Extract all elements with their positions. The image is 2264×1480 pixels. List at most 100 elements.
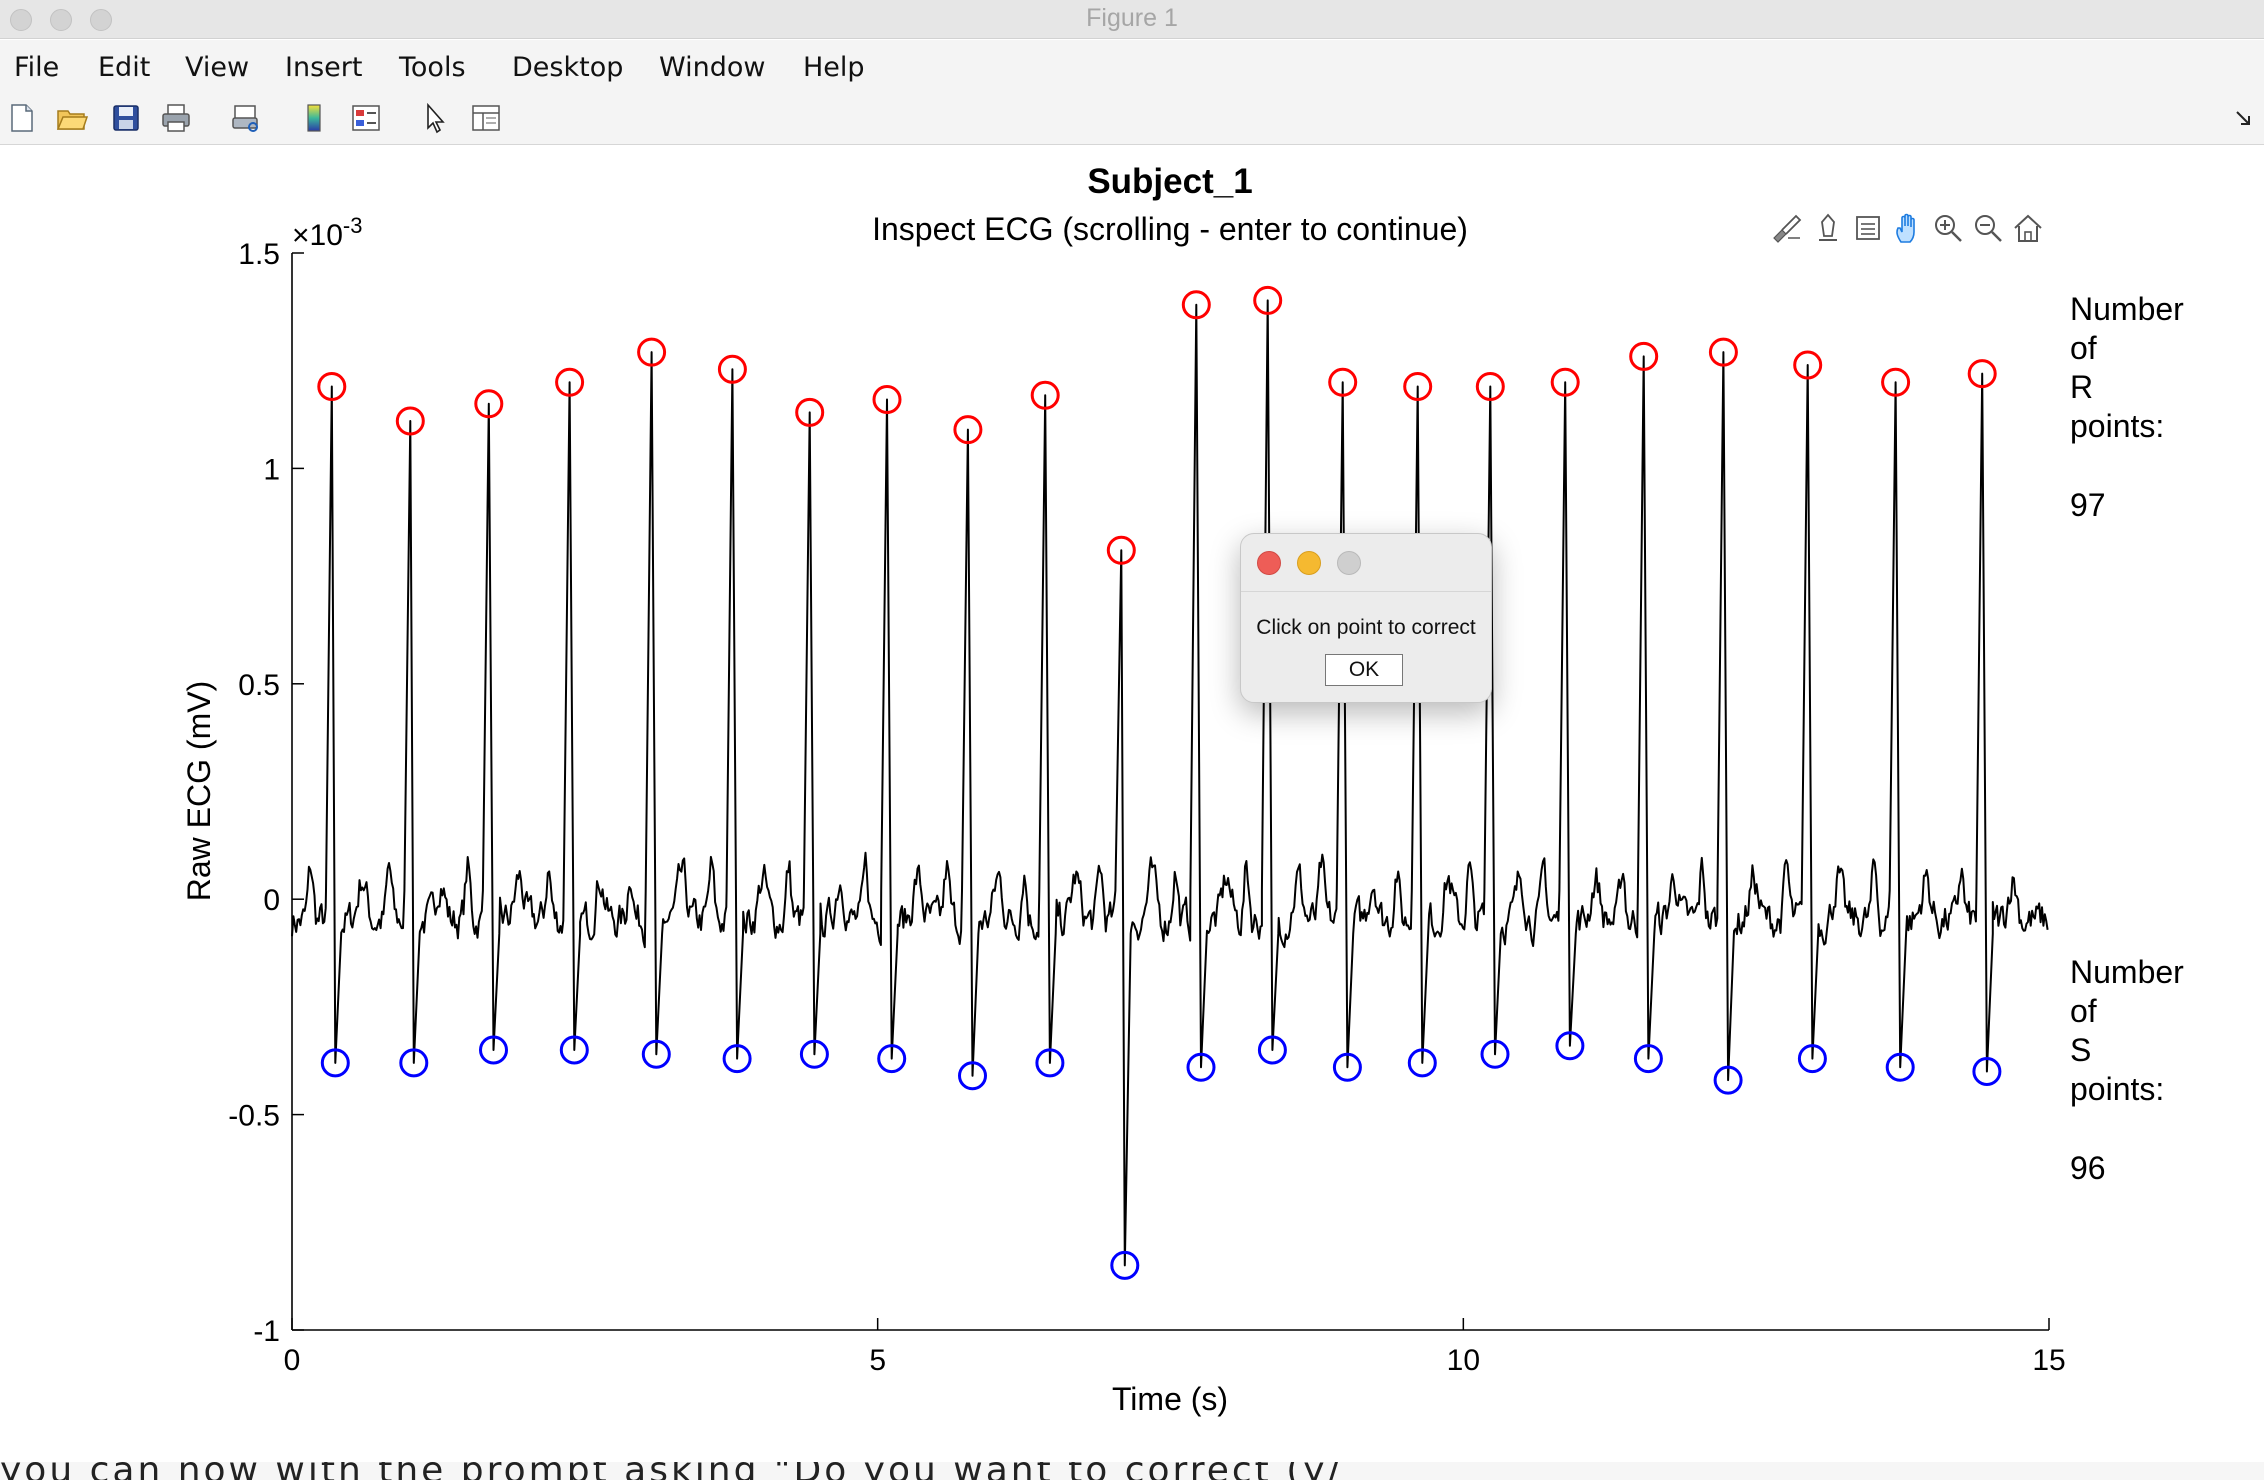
s-point-marker[interactable] <box>320 1048 350 1078</box>
dialog-message: Click on point to correct <box>1256 616 1476 639</box>
s-point-marker[interactable] <box>1110 1250 1140 1280</box>
s-point-marker[interactable] <box>399 1048 429 1078</box>
print-icon[interactable] <box>160 102 192 134</box>
s-point-marker[interactable] <box>799 1039 829 1069</box>
colorbar-icon[interactable] <box>298 102 330 134</box>
ecg-trace-group <box>291 299 2049 1267</box>
s-point-marker[interactable] <box>1972 1057 2002 1086</box>
r-point-marker[interactable] <box>474 389 504 419</box>
r-point-marker[interactable] <box>317 372 347 401</box>
s-point-marker[interactable] <box>1555 1031 1585 1061</box>
r-point-marker[interactable] <box>1475 372 1505 401</box>
pointer-icon[interactable] <box>420 102 452 134</box>
s-point-marker[interactable] <box>641 1039 671 1069</box>
s-point-marker[interactable] <box>1885 1052 1915 1082</box>
s-point-marker[interactable] <box>559 1035 589 1065</box>
menu-window[interactable]: Window <box>659 52 766 83</box>
r-point-marker[interactable] <box>1328 367 1358 397</box>
save-icon[interactable] <box>110 102 142 134</box>
x-tick-label: 0 <box>284 1344 301 1377</box>
s-point-marker[interactable] <box>1480 1039 1510 1069</box>
title-bar: Figure 1 <box>0 0 2264 39</box>
pan-icon[interactable] <box>1892 212 1924 244</box>
brush-icon[interactable] <box>1770 212 1802 244</box>
r-points-count: 97 <box>2070 487 2106 523</box>
zoom-in-icon[interactable] <box>1932 212 1964 244</box>
minimize-window-icon[interactable] <box>50 9 72 31</box>
ok-button[interactable]: OK <box>1325 654 1403 686</box>
s-point-marker[interactable] <box>1257 1035 1287 1065</box>
zoom-window-icon[interactable] <box>90 9 112 31</box>
figure-toolbar <box>0 92 2264 145</box>
axes-title: Inspect ECG (scrolling - enter to contin… <box>872 211 1468 247</box>
s-point-marker[interactable] <box>722 1044 752 1074</box>
r-point-marker[interactable] <box>1881 367 1911 397</box>
s-point-marker[interactable] <box>1797 1044 1827 1074</box>
x-tick-label: 10 <box>1447 1344 1480 1377</box>
menu-view[interactable]: View <box>185 52 250 83</box>
s-point-marker[interactable] <box>1332 1052 1362 1082</box>
menu-help[interactable]: Help <box>803 52 865 83</box>
r-point-marker[interactable] <box>1967 359 1997 389</box>
s-point-marker[interactable] <box>877 1044 907 1074</box>
restore-view-icon[interactable] <box>1852 212 1884 244</box>
r-points-label: Number of R points: <box>2070 291 2184 444</box>
y-tick-label: 0.5 <box>238 669 280 702</box>
plot-area: Subject_1 Inspect ECG (scrolling - enter… <box>181 162 2066 1417</box>
s-point-marker[interactable] <box>958 1061 987 1091</box>
r-point-marker[interactable] <box>395 406 425 436</box>
dialog-close-icon[interactable] <box>1257 551 1281 575</box>
s-point-marker[interactable] <box>1035 1048 1065 1078</box>
y-exponent-label: ×10-3 <box>292 213 362 252</box>
background-document-text: you can now with the prompt asking "Do y… <box>0 1462 2264 1480</box>
ecg-trace[interactable] <box>291 299 2049 1267</box>
menu-edit[interactable]: Edit <box>98 52 151 83</box>
menu-tools[interactable]: Tools <box>399 52 466 83</box>
r-point-marker[interactable] <box>1030 380 1060 410</box>
menu-insert[interactable]: Insert <box>285 52 363 83</box>
s-point-marker[interactable] <box>479 1035 508 1065</box>
home-icon[interactable] <box>2012 212 2044 244</box>
r-point-marker[interactable] <box>1253 285 1283 315</box>
axes[interactable] <box>292 253 2049 1330</box>
open-file-icon[interactable] <box>56 102 88 134</box>
y-tick-label: 1 <box>263 453 280 486</box>
r-point-marker[interactable] <box>1181 290 1211 320</box>
x-axis-label: Time (s) <box>1112 1381 1228 1417</box>
new-figure-icon[interactable] <box>6 102 38 134</box>
r-point-marker[interactable] <box>1403 372 1433 401</box>
dock-arrow-icon[interactable] <box>2232 106 2256 130</box>
zoom-out-icon[interactable] <box>1972 212 2004 244</box>
menu-desktop[interactable]: Desktop <box>512 52 624 83</box>
s-point-marker[interactable] <box>1186 1052 1216 1082</box>
r-point-marker[interactable] <box>717 354 747 384</box>
window-title: Figure 1 <box>1086 4 1178 32</box>
r-point-marker[interactable] <box>1629 341 1659 371</box>
r-point-marker[interactable] <box>1106 535 1136 565</box>
close-window-icon[interactable] <box>10 9 32 31</box>
property-inspector-icon[interactable] <box>470 102 502 134</box>
y-tick-label: 1.5 <box>238 238 280 271</box>
correction-dialog: Click on point to correct OK <box>1240 533 1492 703</box>
r-point-marker[interactable] <box>953 415 983 445</box>
r-point-marker[interactable] <box>1793 350 1823 380</box>
s-point-marker[interactable] <box>1713 1065 1743 1095</box>
r-point-marker[interactable] <box>872 385 902 414</box>
r-point-marker[interactable] <box>795 397 825 427</box>
r-point-marker[interactable] <box>637 337 667 367</box>
super-title: Subject_1 <box>1087 162 1252 201</box>
link-icon[interactable] <box>230 102 262 134</box>
legend-icon[interactable] <box>350 102 382 134</box>
data-tip-icon[interactable] <box>1812 212 1844 244</box>
figure-canvas: Subject_1 Inspect ECG (scrolling - enter… <box>0 145 2264 1480</box>
s-point-marker[interactable] <box>1407 1048 1437 1078</box>
dialog-zoom-icon <box>1337 551 1361 575</box>
r-point-marker[interactable] <box>1708 337 1738 367</box>
r-point-marker[interactable] <box>1550 367 1580 397</box>
s-point-marker[interactable] <box>1633 1044 1663 1074</box>
dialog-minimize-icon[interactable] <box>1297 551 1321 575</box>
menu-bar: File Edit View Insert Tools Desktop Wind… <box>0 40 2264 92</box>
r-point-marker[interactable] <box>555 367 585 397</box>
menu-file[interactable]: File <box>14 52 60 83</box>
